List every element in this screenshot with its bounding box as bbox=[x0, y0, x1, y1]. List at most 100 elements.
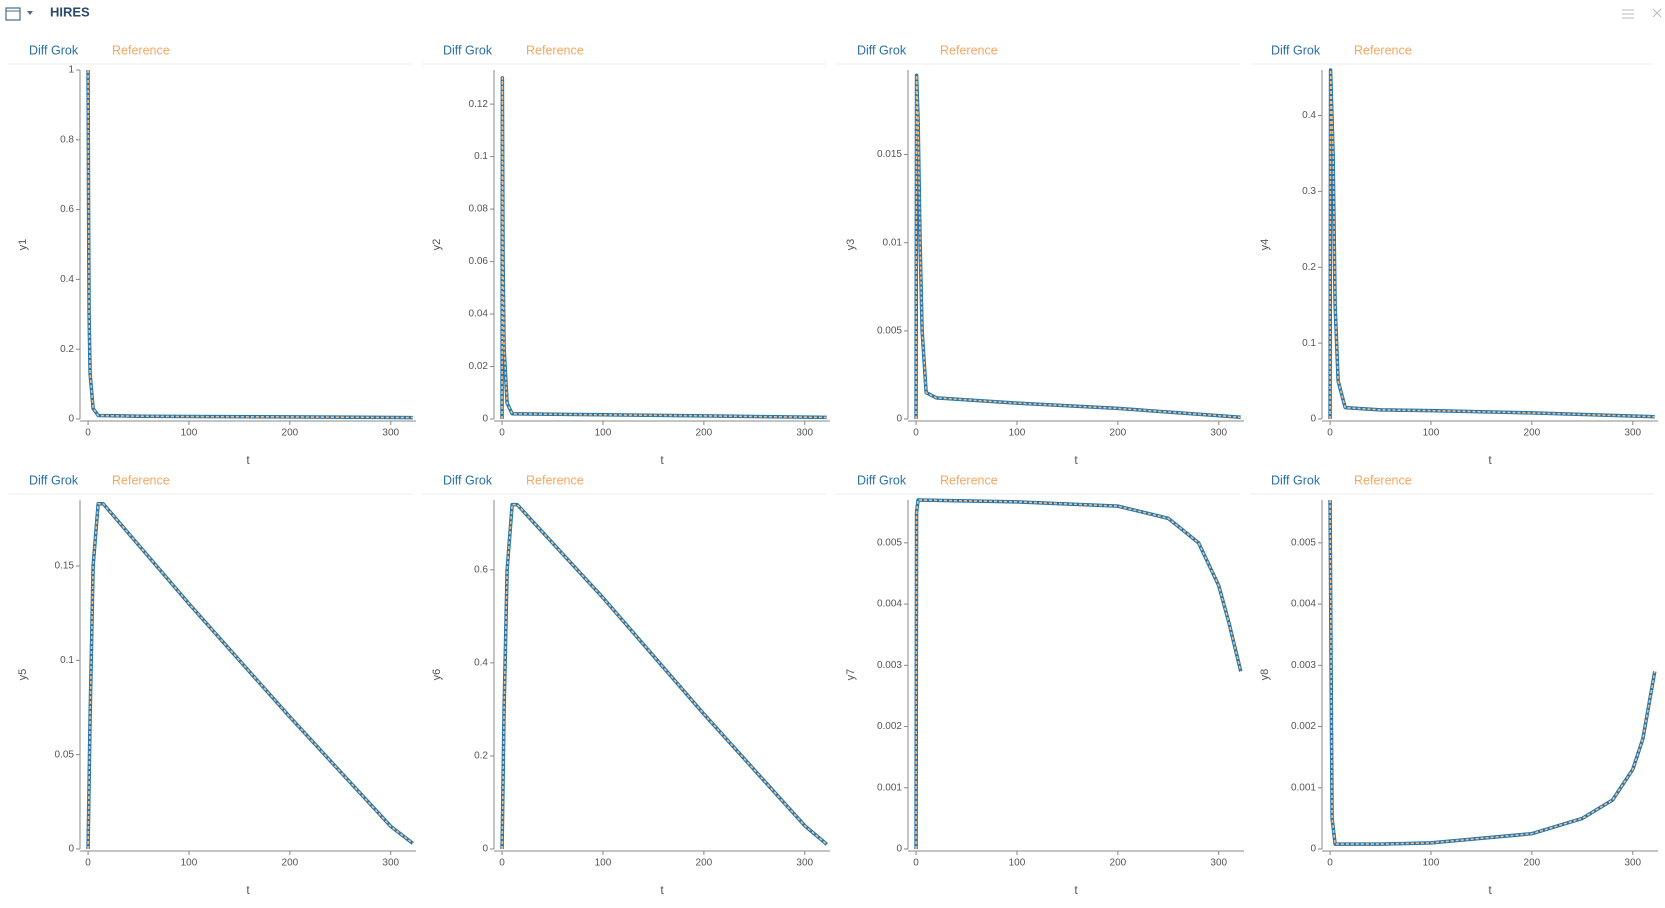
y-tick-label: 0 bbox=[68, 414, 74, 425]
legend-entry: Diff Grok bbox=[443, 43, 493, 57]
y-tick-label: 0 bbox=[482, 414, 488, 425]
close-line bbox=[1652, 8, 1662, 18]
y-tick-label: 0.4 bbox=[60, 274, 74, 285]
x-tick-label: 300 bbox=[382, 428, 399, 439]
y-tick-label: 0.001 bbox=[1291, 782, 1316, 793]
x-axis-label: t bbox=[246, 453, 250, 467]
y-tick-label: 0.005 bbox=[1291, 538, 1316, 549]
chart-panel: Diff Grok Reference 0 0.05 0.1 0.15 0 100 200 300… bbox=[8, 473, 416, 897]
x-tick-label: 100 bbox=[1423, 428, 1440, 439]
x-tick-label: 100 bbox=[1423, 858, 1440, 869]
chart-panel: Diff Grok Reference 0 0.02 0.04 0.06 0.08 0.1 0.… bbox=[422, 43, 830, 467]
y-tick-label: 0.2 bbox=[1302, 262, 1316, 273]
y-tick-label: 0.04 bbox=[469, 309, 489, 320]
legend-entry: Reference bbox=[940, 473, 998, 487]
series-line bbox=[501, 503, 828, 850]
x-tick-label: 300 bbox=[1624, 428, 1641, 439]
legend-entry: Reference bbox=[526, 43, 584, 57]
y-tick-label: 0.1 bbox=[474, 151, 488, 162]
chart-panel: Diff Grok Reference 0 0.001 0.002 0.003 0.004 0… bbox=[1250, 473, 1658, 897]
header-title: HIRES bbox=[50, 4, 90, 19]
y-tick-label: 0.003 bbox=[1291, 660, 1316, 671]
x-tick-label: 200 bbox=[696, 428, 713, 439]
x-tick-label: 200 bbox=[282, 858, 299, 869]
x-tick-label: 0 bbox=[1327, 858, 1333, 869]
y-tick-label: 0.004 bbox=[877, 599, 902, 610]
legend-entry: Reference bbox=[526, 473, 584, 487]
y-tick-label: 0.002 bbox=[877, 721, 902, 732]
series-line bbox=[501, 77, 827, 420]
legend-entry: Reference bbox=[112, 473, 170, 487]
x-tick-label: 300 bbox=[796, 858, 813, 869]
x-tick-label: 300 bbox=[382, 858, 399, 869]
y-tick-label: 0.4 bbox=[474, 658, 488, 669]
x-tick-label: 200 bbox=[1524, 858, 1541, 869]
series-line bbox=[1328, 68, 1655, 420]
x-tick-label: 100 bbox=[181, 858, 198, 869]
y-axis-label: y6 bbox=[431, 669, 443, 681]
series-line bbox=[86, 69, 413, 420]
y-tick-label: 0 bbox=[68, 844, 74, 855]
y-tick-label: 0.08 bbox=[469, 204, 489, 215]
y-tick-label: 0.015 bbox=[877, 149, 902, 160]
x-axis-label: t bbox=[1074, 883, 1078, 897]
legend-entry: Reference bbox=[1354, 473, 1412, 487]
series-line bbox=[1328, 499, 1657, 846]
y-axis-label: y3 bbox=[845, 239, 857, 251]
legend-entry: Diff Grok bbox=[29, 473, 79, 487]
chart-panel: Diff Grok Reference 0 0.2 0.4 0.6 0.8 1 0 100 200 3… bbox=[8, 43, 416, 467]
y-tick-label: 0.2 bbox=[474, 751, 488, 762]
y-tick-label: 0.005 bbox=[877, 326, 902, 337]
x-tick-label: 0 bbox=[499, 428, 505, 439]
x-tick-label: 0 bbox=[85, 858, 91, 869]
x-tick-label: 200 bbox=[1524, 428, 1541, 439]
y-tick-label: 1 bbox=[68, 65, 74, 76]
series-line bbox=[914, 498, 1243, 850]
header-icon[interactable] bbox=[5, 7, 33, 21]
x-tick-label: 100 bbox=[1009, 858, 1026, 869]
x-tick-label: 100 bbox=[595, 428, 612, 439]
legend-entry: Reference bbox=[1354, 43, 1412, 57]
y-tick-label: 0.02 bbox=[469, 361, 489, 372]
series-line bbox=[500, 76, 827, 420]
close-icon[interactable] bbox=[1652, 8, 1662, 18]
y-tick-label: 0.001 bbox=[877, 782, 902, 793]
chart-panel: Diff Grok Reference 0 0.2 0.4 0.6 0 100 200 300 t y… bbox=[422, 473, 830, 897]
y-tick-label: 0.06 bbox=[469, 256, 489, 267]
y-tick-label: 0.2 bbox=[60, 344, 74, 355]
x-tick-label: 300 bbox=[1210, 428, 1227, 439]
x-tick-label: 0 bbox=[85, 428, 91, 439]
x-tick-label: 300 bbox=[1624, 858, 1641, 869]
y-tick-label: 0 bbox=[1310, 414, 1316, 425]
x-tick-label: 100 bbox=[595, 858, 612, 869]
legend-entry: Diff Grok bbox=[857, 473, 907, 487]
y-tick-label: 0.6 bbox=[474, 564, 488, 575]
series-line bbox=[914, 73, 1241, 420]
y-axis-label: y1 bbox=[17, 239, 29, 251]
legend-entry: Reference bbox=[112, 43, 170, 57]
series-line bbox=[86, 502, 414, 850]
y-tick-label: 0.15 bbox=[55, 561, 75, 572]
x-tick-label: 300 bbox=[1210, 858, 1227, 869]
series-line bbox=[87, 502, 414, 850]
y-axis-label: y2 bbox=[431, 239, 443, 251]
y-tick-label: 0 bbox=[896, 844, 902, 855]
y-tick-label: 0.1 bbox=[1302, 338, 1316, 349]
menu-icon[interactable] bbox=[1622, 9, 1634, 19]
x-axis-label: t bbox=[246, 883, 250, 897]
y-tick-label: 0.8 bbox=[60, 134, 74, 145]
chart-panel: Diff Grok Reference 0 0.005 0.01 0.015 0 100 200… bbox=[836, 43, 1244, 467]
x-tick-label: 100 bbox=[1009, 428, 1026, 439]
y-axis-label: y8 bbox=[1259, 669, 1271, 681]
y-tick-label: 0.002 bbox=[1291, 721, 1316, 732]
series-line bbox=[915, 74, 1241, 420]
y-tick-label: 0.3 bbox=[1302, 186, 1316, 197]
y-tick-label: 0.4 bbox=[1302, 110, 1316, 121]
legend-entry: Diff Grok bbox=[857, 43, 907, 57]
chart-panel: Diff Grok Reference 0 0.1 0.2 0.3 0.4 0 100 200 30… bbox=[1250, 43, 1658, 467]
dropdown-arrow bbox=[27, 11, 33, 15]
x-axis-label: t bbox=[660, 883, 664, 897]
x-tick-label: 200 bbox=[696, 858, 713, 869]
y-tick-label: 0.003 bbox=[877, 660, 902, 671]
